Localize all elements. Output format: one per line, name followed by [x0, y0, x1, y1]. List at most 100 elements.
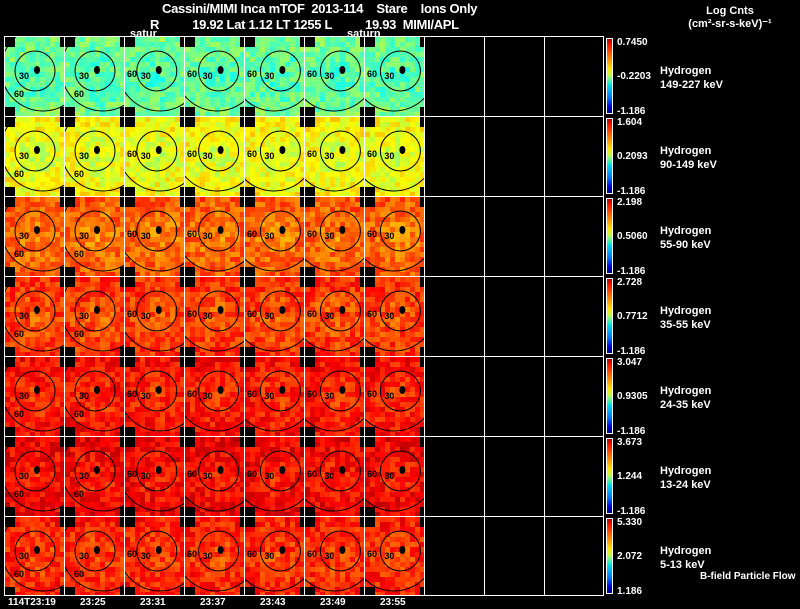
- contour-label-30: 30: [203, 71, 213, 81]
- contour-label-60: 60: [14, 569, 24, 579]
- saturn-marker: [155, 146, 162, 154]
- contour-label-60: 60: [247, 389, 257, 399]
- energetic-neutral-atom-image: 30 60: [305, 517, 364, 595]
- contour-label-30: 30: [264, 551, 274, 561]
- colorbar-mid: 2.072: [617, 551, 643, 562]
- saturn-marker: [339, 386, 346, 394]
- contour-60: [245, 277, 304, 352]
- saturn-marker: [279, 146, 286, 154]
- colorbar: [606, 278, 613, 354]
- contour-30: [259, 370, 301, 412]
- contour-label-30: 30: [19, 391, 29, 401]
- empty-panel: [484, 436, 544, 516]
- colorbar: [606, 518, 613, 594]
- contour-label-60: 60: [127, 549, 137, 559]
- contour-60: [365, 517, 424, 592]
- image-panel: 30 60: [304, 116, 364, 196]
- contour-label-60: 60: [307, 149, 317, 159]
- contour-label-30: 30: [384, 311, 394, 321]
- image-panel: 30 60: [244, 276, 304, 356]
- contour-60: [125, 37, 184, 112]
- energetic-neutral-atom-image: 30 60: [65, 197, 124, 276]
- saturn-marker: [279, 386, 286, 394]
- energetic-neutral-atom-image: 30 60: [65, 357, 124, 436]
- contour-label-30: 30: [324, 231, 334, 241]
- contour-30: [259, 130, 301, 172]
- contour-60: [185, 197, 244, 272]
- species-name: Hydrogen: [660, 145, 712, 157]
- saturn-marker: [155, 306, 162, 314]
- time-tick-label: 114T23:19: [8, 597, 56, 608]
- contour-label-30: 30: [19, 551, 29, 561]
- contour-60: [65, 117, 124, 192]
- contour-label-60: 60: [187, 469, 197, 479]
- energetic-neutral-atom-image: 30 60: [185, 357, 244, 436]
- saturn-marker: [34, 146, 40, 154]
- contour-60: [185, 117, 244, 192]
- energetic-neutral-atom-image: 30 60: [185, 277, 244, 356]
- species-name: Hydrogen: [660, 385, 712, 397]
- contour-60: [305, 197, 364, 272]
- contour-label-30: 30: [141, 551, 151, 561]
- energy-range: 90-149 keV: [660, 159, 717, 171]
- saturn-marker: [155, 226, 162, 234]
- image-panel: 30 60: [304, 36, 364, 116]
- contour-label-60: 60: [367, 69, 377, 79]
- contour-60: [305, 37, 364, 112]
- contour-30: [198, 370, 240, 412]
- contour-label-30: 30: [203, 551, 213, 561]
- contour-60: [185, 357, 244, 432]
- image-panel: 30 60: [124, 116, 184, 196]
- image-panel: 30 60: [64, 276, 124, 356]
- contour-60: [305, 437, 364, 512]
- image-panel: 30 60: [64, 516, 124, 596]
- contour-label-60: 60: [367, 469, 377, 479]
- image-panel: 30 60: [184, 276, 244, 356]
- empty-panel: [544, 116, 604, 196]
- contour-60: [125, 117, 184, 192]
- contour-60: [65, 517, 124, 592]
- contour-label-60: 60: [74, 329, 84, 339]
- contour-30: [136, 50, 178, 92]
- image-grid: 30 60 30 60 30 60 30 60 30 60 30 60 30 60 30 60 30 60 30 60…: [4, 36, 604, 596]
- energetic-neutral-atom-image: 30 60: [125, 117, 184, 196]
- contour-30: [259, 450, 301, 492]
- energetic-neutral-atom-image: 30 60: [5, 37, 64, 116]
- saturn-marker: [399, 466, 406, 474]
- colorbar: [606, 198, 613, 274]
- contour-label-30: 30: [141, 151, 151, 161]
- energetic-neutral-atom-image: 30 60: [245, 117, 304, 196]
- colorbar-max: 3.047: [617, 357, 643, 368]
- colorbar-mid: 0.9305: [617, 391, 648, 402]
- energetic-neutral-atom-image: 30 60: [185, 437, 244, 516]
- contour-label-60: 60: [127, 469, 137, 479]
- contour-label-60: 60: [307, 229, 317, 239]
- contour-label-60: 60: [247, 309, 257, 319]
- image-panel: 30 60: [4, 356, 64, 436]
- contour-30: [14, 50, 56, 92]
- energetic-neutral-atom-image: 30 60: [125, 277, 184, 356]
- energetic-neutral-atom-image: 30 60: [365, 37, 424, 116]
- saturn-marker: [217, 146, 224, 154]
- saturn-marker: [34, 546, 40, 554]
- image-panel: 30 60: [124, 516, 184, 596]
- energetic-neutral-atom-image: 30 60: [185, 37, 244, 116]
- image-panel: 30 60: [4, 116, 64, 196]
- saturn-marker: [155, 66, 162, 74]
- empty-panel: [544, 516, 604, 596]
- empty-panel: [544, 36, 604, 116]
- contour-30: [14, 370, 56, 412]
- contour-30: [319, 370, 361, 412]
- contour-label-60: 60: [74, 249, 84, 259]
- time-tick-label: 23:49: [320, 597, 346, 608]
- contour-label-30: 30: [79, 311, 89, 321]
- contour-30: [136, 290, 178, 332]
- image-panel: 30 60: [4, 516, 64, 596]
- image-panel: 30 60: [184, 356, 244, 436]
- empty-panel: [484, 276, 544, 356]
- image-panel: 30 60: [184, 36, 244, 116]
- contour-60: [125, 277, 184, 352]
- colorbar-min: -1.186: [617, 346, 646, 357]
- contour-label-30: 30: [141, 391, 151, 401]
- contour-60: [65, 357, 124, 432]
